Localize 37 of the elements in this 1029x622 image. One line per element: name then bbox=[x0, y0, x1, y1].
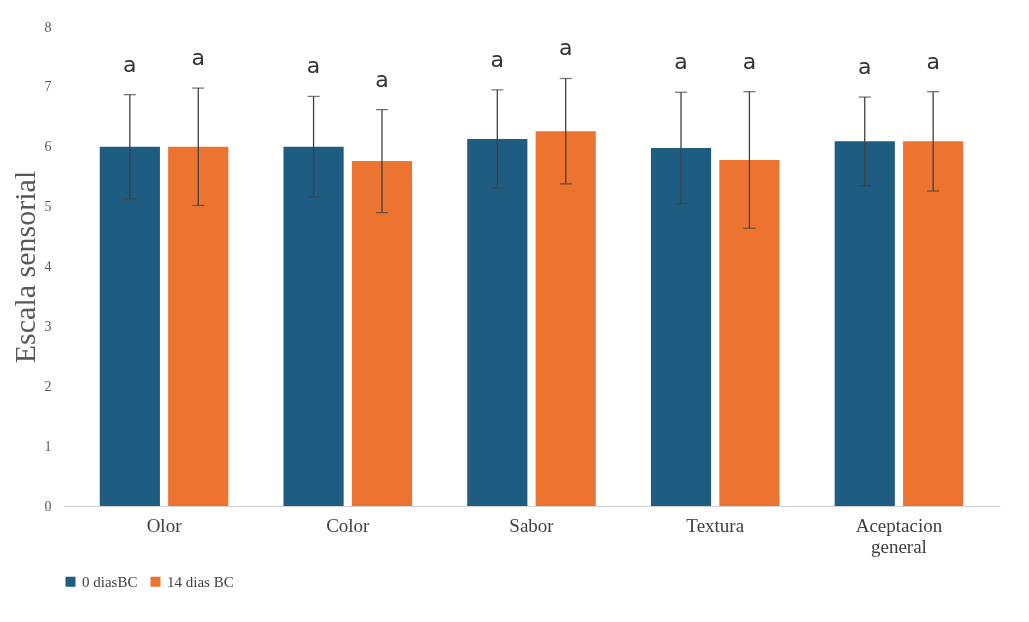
bar bbox=[168, 146, 229, 506]
annotation: a bbox=[674, 49, 688, 75]
bar bbox=[719, 159, 780, 506]
bar bbox=[99, 146, 160, 506]
x-tick-label: Color bbox=[326, 514, 371, 536]
y-tick-label: 1 bbox=[44, 438, 52, 454]
bar bbox=[535, 131, 596, 506]
y-tick-label: 2 bbox=[44, 378, 52, 394]
legend-label: 14 dias BC bbox=[167, 573, 234, 590]
annotation: a bbox=[858, 54, 872, 80]
annotation: a bbox=[742, 48, 757, 74]
y-tick-label: 3 bbox=[44, 318, 52, 334]
x-tick-label: Sabor bbox=[509, 514, 555, 536]
bar bbox=[834, 141, 895, 506]
legend-label: 0 diasBC bbox=[82, 573, 138, 590]
y-tick-label: 0 bbox=[44, 498, 52, 514]
annotation: a bbox=[123, 51, 137, 77]
y-tick-label: 4 bbox=[44, 259, 52, 274]
bar bbox=[467, 138, 528, 506]
x-tick-label: Olor bbox=[146, 514, 183, 536]
bar bbox=[650, 147, 712, 506]
bar bbox=[283, 146, 344, 506]
annotation: a bbox=[926, 48, 940, 74]
annotation: a bbox=[306, 53, 321, 79]
y-tick-label: 7 bbox=[44, 79, 52, 95]
annotation: a bbox=[375, 66, 389, 92]
x-tick-label: Aceptacion general bbox=[855, 514, 943, 557]
y-axis-title: Escala sensorial bbox=[7, 170, 41, 364]
annotation: a bbox=[558, 35, 573, 61]
y-tick-label: 6 bbox=[44, 139, 52, 155]
y-tick-label: 5 bbox=[44, 199, 52, 215]
x-tick-label: Textura bbox=[686, 514, 745, 536]
annotation: a bbox=[490, 46, 505, 72]
annotation: a bbox=[191, 45, 205, 71]
bar bbox=[903, 141, 964, 506]
bar bbox=[351, 161, 413, 506]
y-tick-label: 8 bbox=[44, 19, 52, 35]
